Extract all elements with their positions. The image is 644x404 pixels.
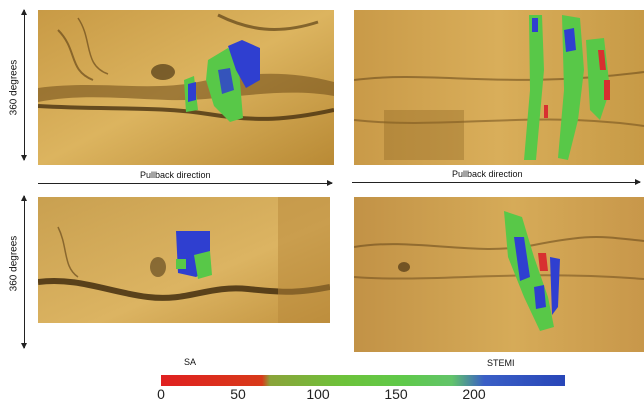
tissue-map-top-right [354, 10, 644, 165]
sa-caption: SA [184, 357, 197, 367]
tissue-map-top-left [38, 10, 334, 165]
panel-bottom-right [354, 197, 644, 352]
colorbar-tick-100: 100 [306, 386, 330, 402]
stemi-caption: STEMI [487, 358, 515, 368]
overlay-plaque-top-right [524, 15, 610, 160]
colorbar-tick-0: 0 [157, 386, 165, 402]
pullback-caption-left: Pullback direction [140, 170, 211, 180]
panel-top-left [38, 10, 334, 165]
overlay-plaque-bottom-right [504, 211, 560, 331]
overlay-plaque-bottom-left [176, 231, 212, 279]
overlay-plaque-top-left [184, 40, 260, 122]
color-scale-bar [161, 375, 565, 386]
colorbar-tick-200: 200 [462, 386, 486, 402]
vertical-arrow-top [21, 9, 27, 161]
axis-label-bottom: 360 degrees [8, 235, 20, 292]
panel-bottom-left [38, 197, 330, 323]
tissue-map-bottom-left [38, 197, 330, 323]
pullback-arrow-left [38, 180, 333, 186]
colorbar-tick-150: 150 [384, 386, 408, 402]
pullback-arrow-right [352, 179, 641, 185]
colorbar-tick-50: 50 [230, 386, 246, 402]
tissue-map-bottom-right [354, 197, 644, 352]
pullback-caption-right: Pullback direction [452, 169, 523, 179]
axis-label-top: 360 degrees [8, 59, 20, 116]
panel-top-right [354, 10, 644, 165]
vertical-arrow-bottom [21, 195, 27, 349]
